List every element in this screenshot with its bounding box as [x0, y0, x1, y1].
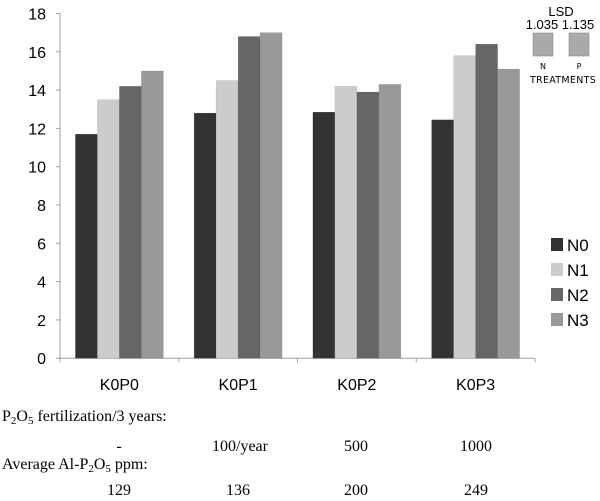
x-category-label: K0P1	[219, 377, 258, 394]
fert-value-k0p2: 500	[344, 438, 368, 455]
y-tick-label: 18	[28, 7, 46, 24]
bar-n3-k0p3	[497, 68, 520, 359]
bar-n1-k0p2	[334, 85, 358, 359]
y-tick-label: 2	[37, 313, 46, 330]
bar-n1-k0p1	[215, 80, 239, 359]
bar-n3-k0p1	[259, 32, 283, 359]
legend-label-n2: N2	[567, 286, 589, 305]
legend-swatch-n3	[551, 313, 563, 326]
al-value-k0p1: 136	[226, 482, 250, 499]
y-tick-label: 16	[28, 45, 46, 62]
fert-label-sub1: 2	[10, 415, 17, 427]
legend-label-n0: N0	[567, 236, 589, 255]
y-tick-label: 10	[28, 160, 46, 177]
al-value-k0p0: 129	[107, 482, 131, 499]
y-tick-label: 8	[37, 198, 46, 215]
y-axis: 0 2 4 6 8 10 12 14 16 18	[28, 7, 61, 368]
al-label-suffix: ppm:	[110, 456, 148, 473]
bar-n1-k0p3	[453, 55, 476, 359]
legend-swatch-n0	[551, 238, 563, 251]
bar-n3-k0p2	[378, 84, 402, 359]
lsd-value-p: 1.135	[562, 17, 595, 32]
al-label-o: O	[93, 456, 106, 473]
bar-n2-k0p2	[356, 91, 380, 359]
y-tick-label: 4	[37, 275, 46, 292]
y-tick-label: 14	[28, 83, 46, 100]
bar-n1-k0p0	[97, 99, 120, 359]
bars	[75, 32, 520, 359]
al-label-sub1: 2	[88, 463, 94, 475]
bar-n0-k0p1	[193, 112, 217, 359]
x-axis: K0P0 K0P1 K0P2 K0P3	[59, 357, 536, 394]
fert-value-k0p1: 100/year	[212, 438, 268, 455]
legend-swatch-n2	[551, 288, 563, 301]
y-tick-label: 6	[37, 236, 46, 253]
al-value-k0p2: 200	[344, 482, 368, 499]
x-category-label: K0P0	[100, 377, 139, 394]
bar-n0-k0p2	[312, 111, 336, 359]
lsd-value-n: 1.035	[526, 17, 559, 32]
lsd-box-p	[568, 32, 590, 57]
lsd-caption: TREATMENTS	[529, 75, 596, 86]
al-label-prefix: Average Al-P	[2, 456, 89, 473]
al-p2o5-label: Average Al-P2O5 ppm:	[2, 456, 148, 475]
bar-n2-k0p3	[475, 43, 498, 359]
lsd-label-n: N	[540, 62, 546, 71]
al-label-sub2: 5	[105, 463, 111, 475]
fert-label-sub2: 5	[27, 415, 34, 427]
fert-label-p: P	[2, 408, 11, 425]
legend-swatch-n1	[551, 263, 563, 276]
bar-n2-k0p1	[237, 36, 261, 359]
bar-n0-k0p0	[75, 133, 98, 359]
bar-n0-k0p3	[431, 119, 454, 359]
bar-n2-k0p0	[119, 85, 142, 359]
legend-label-n3: N3	[567, 311, 589, 330]
lsd-label-p: P	[577, 62, 582, 71]
fert-value-k0p3: 1000	[460, 438, 492, 455]
fert-value-k0p0: -	[116, 438, 122, 455]
y-tick-label: 12	[28, 121, 46, 138]
fert-label-o: O	[16, 408, 28, 425]
bar-n3-k0p0	[141, 70, 164, 359]
x-category-label: K0P2	[337, 377, 376, 394]
legend: N0 N1 N2 N3	[551, 236, 589, 330]
fertilization-label: P2O5 fertilization/3 years:	[2, 408, 167, 427]
lsd-title: LSD	[548, 4, 573, 19]
al-value-k0p3: 249	[464, 482, 488, 499]
lsd-box-n	[532, 32, 554, 57]
y-tick-label: 0	[37, 351, 46, 368]
fert-label-suffix: fertilization/3 years:	[33, 408, 167, 425]
legend-label-n1: N1	[567, 261, 589, 280]
x-category-label: K0P3	[456, 377, 495, 394]
